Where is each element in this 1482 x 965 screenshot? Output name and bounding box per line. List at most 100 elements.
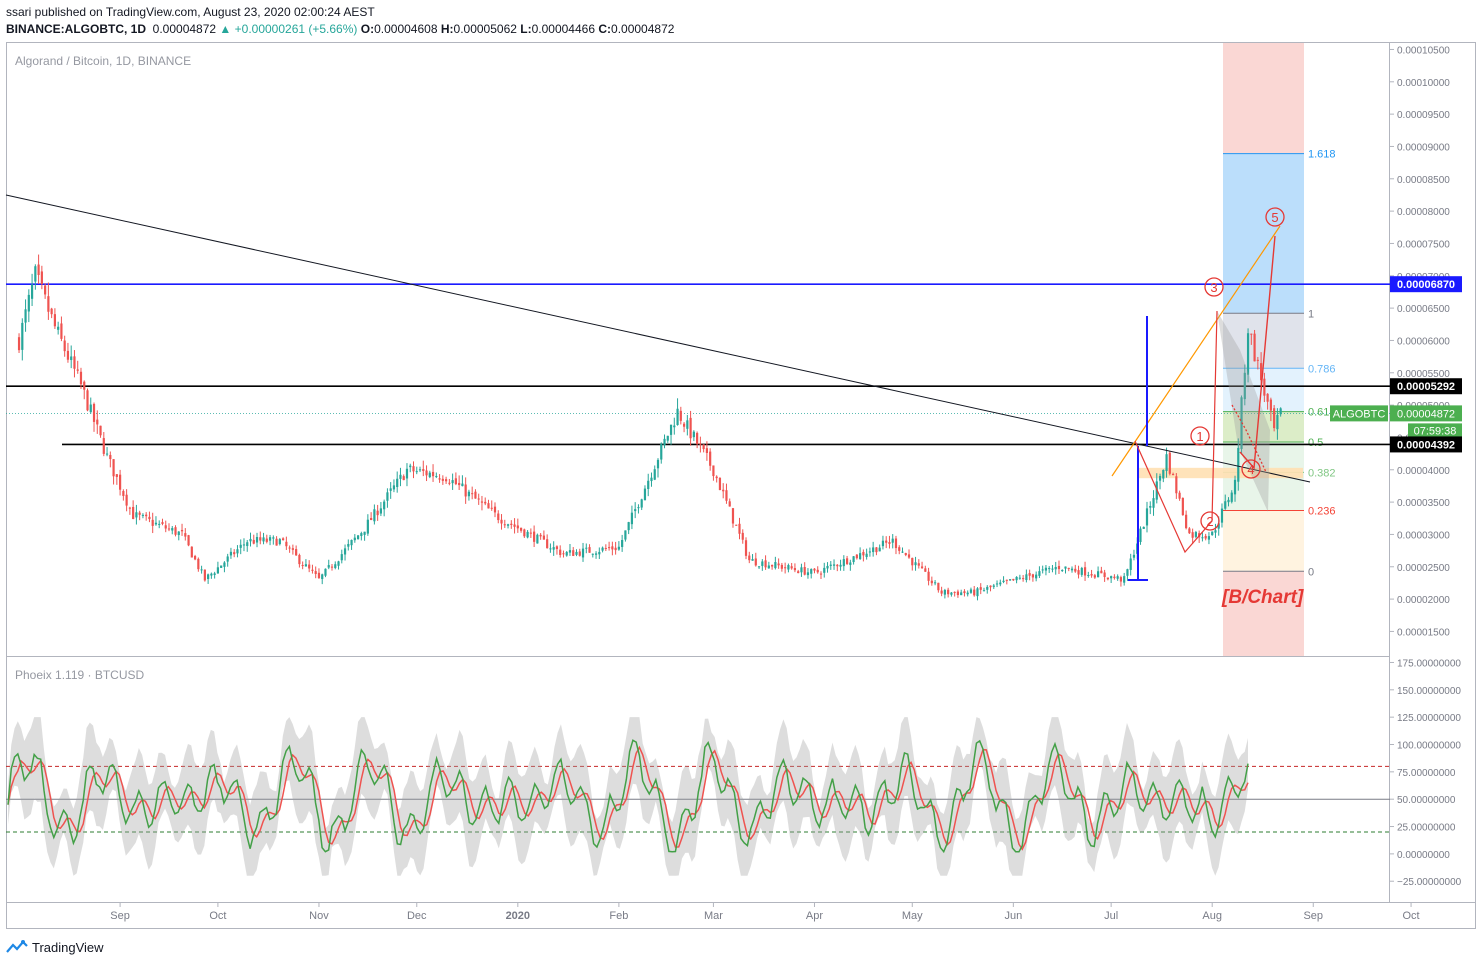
candle-body: [621, 540, 624, 547]
candle-body: [1116, 576, 1119, 579]
candle-body: [1237, 447, 1240, 482]
candle-body: [1041, 569, 1044, 571]
candle-body: [712, 465, 715, 477]
candle-body: [1194, 532, 1197, 537]
candle-body: [252, 539, 255, 544]
candle-body: [1246, 333, 1250, 375]
candle-body: [1139, 528, 1142, 542]
candle-body: [656, 459, 660, 469]
candle-body: [1106, 577, 1109, 580]
candle-body: [539, 534, 542, 537]
candle-body: [418, 469, 422, 471]
candle-body: [744, 540, 748, 556]
low-value: 0.00004466: [531, 22, 595, 36]
candle-body: [640, 499, 643, 508]
candle-body: [1217, 523, 1220, 529]
candle-body: [722, 489, 725, 492]
brand-watermark: [B/Chart]: [1221, 587, 1304, 608]
candle-body: [347, 543, 350, 547]
candle-body: [845, 558, 849, 564]
candle-body: [947, 589, 950, 595]
main-pane[interactable]: [6, 42, 1390, 657]
candle-body: [738, 523, 741, 534]
candle-body: [484, 501, 487, 504]
candle-body: [934, 582, 937, 584]
candle-body: [399, 474, 402, 479]
candle-body: [1100, 570, 1103, 574]
candle-body: [1273, 408, 1276, 429]
candle-body: [363, 531, 366, 535]
price-tick-label: 0.00010000: [1397, 78, 1450, 89]
candle-body: [1057, 565, 1061, 570]
candle-body: [337, 561, 340, 566]
candle-body: [784, 567, 787, 569]
candle-body: [725, 490, 728, 501]
fib-zone-1618: [1223, 153, 1304, 314]
candle-body: [950, 592, 953, 595]
candle-body: [193, 555, 197, 560]
candle-body: [262, 537, 265, 542]
candle-body: [800, 567, 803, 573]
candle-body: [1061, 569, 1064, 571]
candle-body: [702, 444, 705, 450]
candle-body: [431, 471, 435, 477]
candle-body: [405, 468, 409, 479]
price-tick-label: 0.00010500: [1397, 45, 1450, 56]
candle-body: [803, 567, 806, 575]
candle-body: [699, 443, 702, 445]
candle-body: [396, 478, 399, 488]
candle-body: [1119, 577, 1123, 582]
candle-body: [872, 547, 875, 553]
candle-body: [1158, 476, 1162, 481]
candle-body: [295, 549, 298, 556]
candle-body: [40, 271, 43, 285]
candle-body: [875, 547, 878, 553]
price-tick-label: 0.00007500: [1397, 239, 1450, 250]
price-scale[interactable]: [1389, 42, 1476, 903]
candle-body: [682, 423, 686, 427]
time-tick-label: Jun: [1004, 910, 1022, 922]
osc-tick-label: 25.00000000: [1397, 823, 1456, 834]
candle-body: [448, 482, 451, 484]
candle-body: [275, 538, 278, 546]
candle-body: [568, 550, 572, 553]
candle-body: [842, 559, 845, 567]
candle-body: [255, 537, 259, 543]
time-scale[interactable]: [6, 902, 1476, 929]
candle-body: [982, 590, 986, 592]
candle-body: [409, 465, 412, 468]
main-legend: Algorand / Bitcoin, 1D, BINANCE: [15, 54, 191, 68]
candle-body: [735, 524, 738, 526]
candle-body: [66, 350, 70, 360]
chart-canvas[interactable]: 1.618 1 0.786 0.618 0.5 0.382 0.236 0 1 2 3 4 5 [B/C…: [0, 0, 1482, 930]
candle-body: [171, 528, 174, 531]
candle-body: [164, 525, 167, 529]
candle-body: [1080, 567, 1083, 575]
candle-body: [1070, 568, 1074, 571]
wave-label: 1: [1196, 429, 1203, 444]
open-value: 0.00004608: [374, 22, 438, 36]
candle-body: [158, 523, 161, 525]
candle-body: [637, 507, 640, 509]
fib-level-label: 0.618: [1308, 407, 1336, 419]
candle-body: [1051, 568, 1054, 570]
candle-body: [145, 514, 148, 517]
wave-label: 3: [1210, 280, 1217, 295]
candle-body: [731, 508, 735, 524]
candle-body: [102, 438, 105, 454]
candle-body: [480, 501, 484, 503]
time-tick-label: Apr: [806, 910, 823, 922]
candle-body: [650, 477, 653, 482]
candle-body: [969, 589, 973, 593]
candle-body: [526, 531, 529, 538]
candle-body: [992, 585, 995, 587]
candle-body: [859, 553, 862, 559]
candle-body: [829, 564, 832, 566]
candle-body: [819, 573, 823, 575]
candle-body: [340, 554, 343, 561]
candle-body: [1044, 567, 1048, 571]
candle-body: [627, 522, 630, 531]
candle-body: [327, 565, 330, 568]
candle-body: [220, 565, 223, 568]
candle-body: [370, 517, 373, 521]
